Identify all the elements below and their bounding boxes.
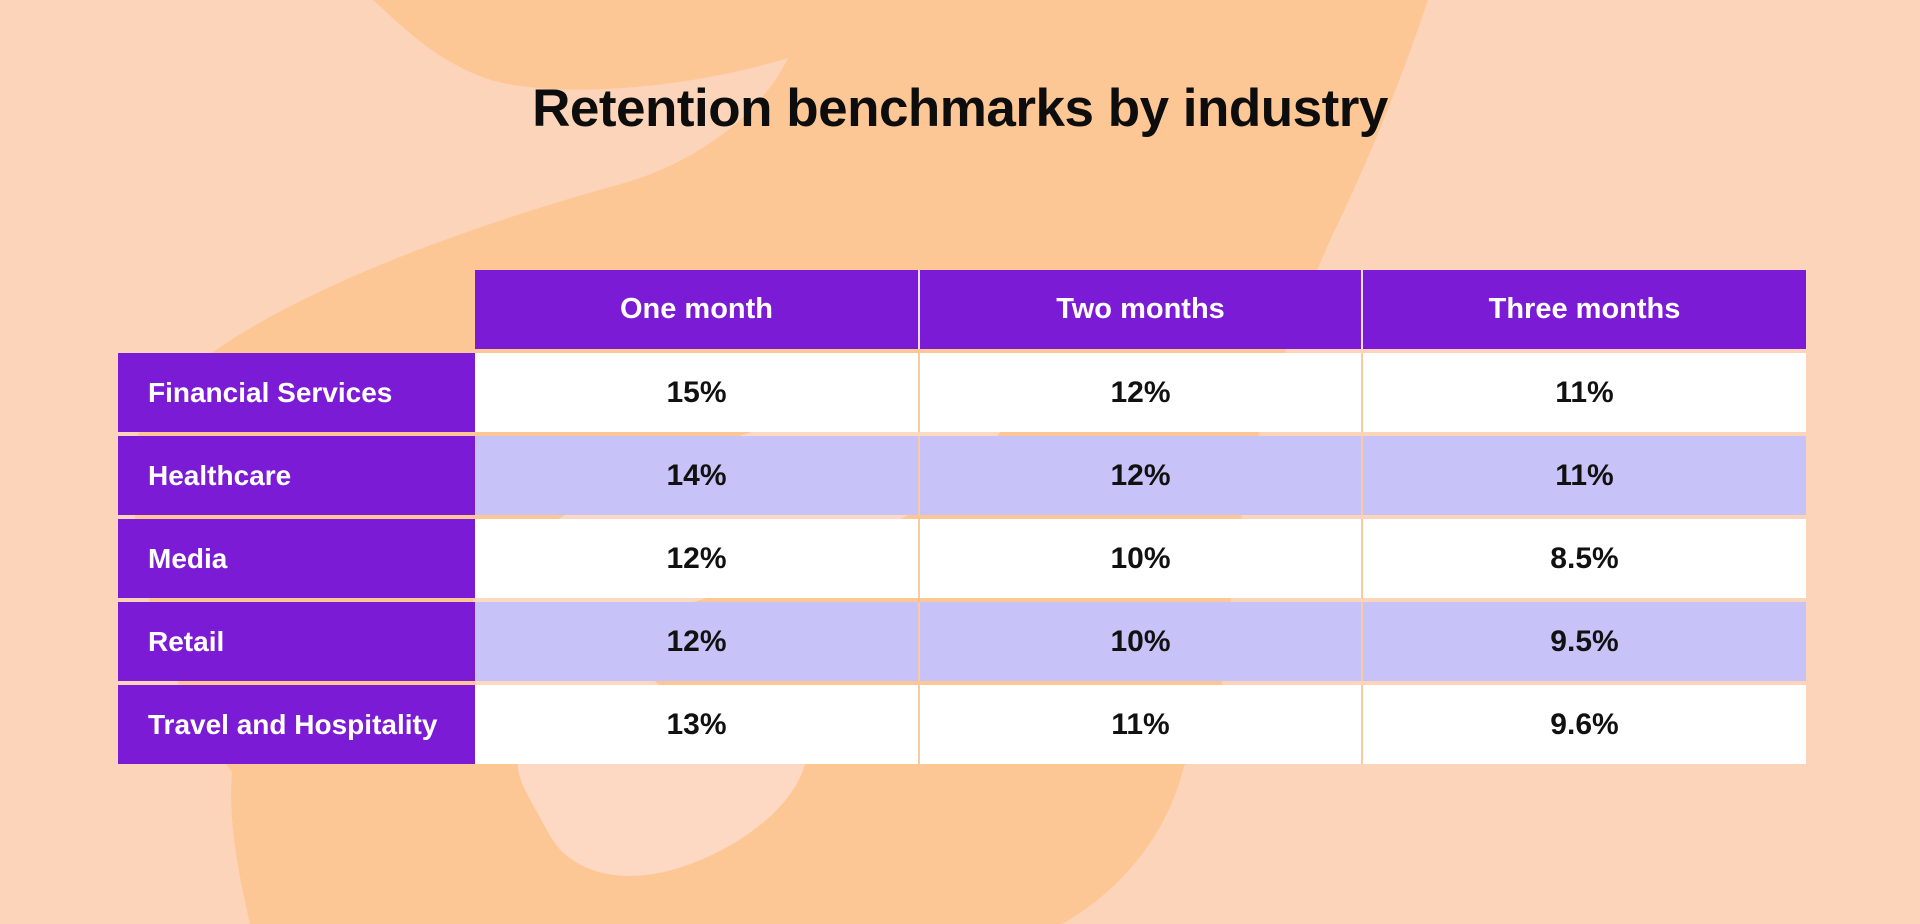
value-cell: 11% <box>1361 353 1806 432</box>
row-label: Media <box>118 519 475 598</box>
value-cell: 10% <box>918 519 1361 598</box>
page-title: Retention benchmarks by industry <box>532 79 1388 138</box>
column-header-one-month: One month <box>475 270 918 349</box>
value-cell: 8.5% <box>1361 519 1806 598</box>
row-label: Healthcare <box>118 436 475 515</box>
value-cell: 14% <box>475 436 918 515</box>
row-label: Retail <box>118 602 475 681</box>
column-header-two-months: Two months <box>918 270 1361 349</box>
value-cell: 10% <box>918 602 1361 681</box>
value-cell: 9.5% <box>1361 602 1806 681</box>
value-cell: 12% <box>918 353 1361 432</box>
value-cell: 11% <box>1361 436 1806 515</box>
value-cell: 15% <box>475 353 918 432</box>
row-label: Travel and Hospitality <box>118 685 475 764</box>
column-header-three-months: Three months <box>1361 270 1806 349</box>
value-cell: 9.6% <box>1361 685 1806 764</box>
value-cell: 12% <box>475 602 918 681</box>
value-cell: 13% <box>475 685 918 764</box>
value-cell: 12% <box>918 436 1361 515</box>
value-cell: 11% <box>918 685 1361 764</box>
table-corner-spacer <box>118 270 475 349</box>
value-cell: 12% <box>475 519 918 598</box>
row-label: Financial Services <box>118 353 475 432</box>
retention-table: One month Two months Three months Financ… <box>118 270 1806 764</box>
